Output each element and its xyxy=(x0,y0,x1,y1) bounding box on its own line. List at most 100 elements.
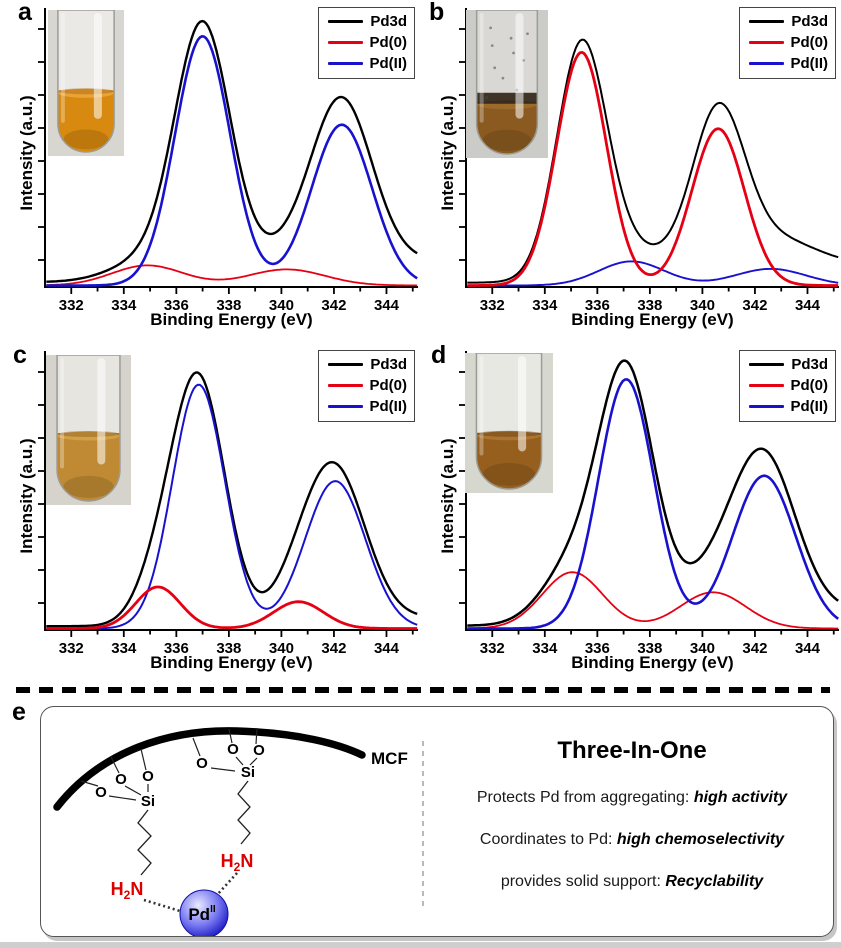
x-tick-label: 334 xyxy=(111,640,137,657)
legend-item: Pd(II) xyxy=(748,53,828,74)
legend-line-swatch xyxy=(748,41,784,44)
x-tick-label: 344 xyxy=(374,640,400,657)
xps-panel-a: 332 334 336 338 340 342 344 a Intensity (a.u.)… xyxy=(0,0,420,343)
oxygen-atom: O xyxy=(253,742,265,759)
scheme-text-block: Three-In-One Protects Pd from aggregatin… xyxy=(443,737,821,891)
x-tick-label: 338 xyxy=(637,297,662,314)
legend-line-swatch xyxy=(327,62,363,65)
x-tick-label: 338 xyxy=(637,640,662,657)
sample-photo-inset xyxy=(465,353,553,493)
x-tick-label: 336 xyxy=(164,297,189,314)
x-tick-label: 342 xyxy=(321,297,346,314)
axes: 332 334 336 338 340 342 344 xyxy=(38,351,418,657)
silicon-atom: Si xyxy=(141,793,155,810)
curve-Pd(0) xyxy=(46,264,418,287)
x-tick-label: 338 xyxy=(216,640,241,657)
oxygen-atom: O xyxy=(142,768,154,785)
sample-photo-inset xyxy=(46,355,131,505)
curve-Pd(II) xyxy=(46,383,418,630)
curve-Pd(II) xyxy=(467,378,839,630)
curve-Pd3d xyxy=(46,371,418,628)
amine-group-label: H2N xyxy=(111,879,144,902)
legend-item: Pd(0) xyxy=(748,32,828,53)
x-tick-label: 340 xyxy=(690,640,715,657)
legend-item: Pd3d xyxy=(328,354,407,375)
x-tick-label: 336 xyxy=(585,640,610,657)
propyl-chain xyxy=(137,809,152,876)
legend-item: Pd3d xyxy=(749,354,828,375)
x-axis-label: Binding Energy (eV) xyxy=(571,310,734,329)
y-axis-label: Intensity (a.u.) xyxy=(438,438,457,554)
legend-item: Pd(0) xyxy=(748,375,828,396)
propyl-chain xyxy=(237,780,251,845)
y-axis-label: Intensity (a.u.) xyxy=(438,95,457,211)
legend-item: Pd(II) xyxy=(327,396,407,417)
panel-label: e xyxy=(12,698,26,726)
x-tick-label: 334 xyxy=(532,297,558,314)
xps-panel-d: 332 334 336 338 340 342 344 d Intensity (a.u.)… xyxy=(421,341,841,686)
legend-item: Pd(0) xyxy=(327,32,407,53)
x-tick-label: 338 xyxy=(216,297,241,314)
scheme-panel: MCF O O O O O O Si Si H2N H2N PdII Three-In-One Pro… xyxy=(40,706,834,937)
curve-Pd(0) xyxy=(467,571,839,630)
panel-label: a xyxy=(18,0,32,26)
x-tick-label: 342 xyxy=(742,640,767,657)
spectrum-plot-c: 332 334 336 338 340 342 344 xyxy=(38,351,418,657)
legend-line-swatch xyxy=(748,384,784,387)
spectrum-plot-a: 332 334 336 338 340 342 344 xyxy=(38,8,418,314)
legend-box: Pd3d Pd(0) Pd(II) xyxy=(738,7,836,79)
legend-item: Pd(0) xyxy=(327,375,407,396)
figure-bottom-shadow xyxy=(0,942,841,948)
legend-line-swatch xyxy=(328,363,364,366)
x-axis-label: Binding Energy (eV) xyxy=(150,310,313,329)
oxygen-atom: O xyxy=(227,741,239,758)
y-axis-label: Intensity (a.u.) xyxy=(17,438,36,554)
legend-box: Pd3d Pd(0) Pd(II) xyxy=(317,350,415,422)
xps-panel-c: 332 334 336 338 340 342 344 c Intensity (a.u.)… xyxy=(0,341,420,686)
curve-Pd3d xyxy=(467,38,839,284)
x-tick-label: 336 xyxy=(164,640,189,657)
legend-line-swatch xyxy=(328,20,364,23)
legend-box: Pd3d Pd(0) Pd(II) xyxy=(738,350,836,422)
x-tick-label: 340 xyxy=(269,640,294,657)
x-tick-label: 336 xyxy=(585,297,610,314)
pd-label: PdII xyxy=(188,904,216,924)
legend-box: Pd3d Pd(0) Pd(II) xyxy=(317,7,415,79)
legend-item: Pd(II) xyxy=(327,53,407,74)
xps-panel-b: 332 334 336 338 340 342 344 b Intensity (a.u.)… xyxy=(421,0,841,343)
x-axis-label: Binding Energy (eV) xyxy=(150,653,313,672)
x-tick-label: 342 xyxy=(321,640,346,657)
legend-line-swatch xyxy=(749,363,785,366)
legend-line-swatch xyxy=(327,41,363,44)
legend-item: Pd3d xyxy=(749,11,828,32)
curve-Pd(II) xyxy=(46,35,418,287)
scheme-title: Three-In-One xyxy=(557,737,707,764)
sample-photo-inset xyxy=(48,10,124,156)
legend-line-swatch xyxy=(749,20,785,23)
scheme-line: provides solid support: Recyclability xyxy=(500,873,764,890)
curve-Pd3d xyxy=(467,359,839,627)
dashed-separator xyxy=(16,687,830,693)
scheme-line: Protects Pd from aggregating: high activ… xyxy=(476,789,788,806)
oxygen-atom: O xyxy=(95,784,107,801)
coordination-bond xyxy=(143,898,181,913)
sample-photo-inset xyxy=(466,10,548,158)
x-tick-label: 344 xyxy=(374,297,400,314)
x-tick-label: 332 xyxy=(480,640,505,657)
pd-sphere xyxy=(179,889,229,936)
legend-line-swatch xyxy=(748,62,784,65)
x-tick-label: 342 xyxy=(742,297,767,314)
x-tick-label: 344 xyxy=(795,640,821,657)
scheme-line: Coordinates to Pd: high chemoselectivity xyxy=(479,831,785,848)
x-tick-label: 332 xyxy=(59,297,84,314)
panel-label: d xyxy=(431,341,447,369)
legend-line-swatch xyxy=(327,405,363,408)
silicon-atom: Si xyxy=(241,764,255,781)
x-tick-label: 334 xyxy=(111,297,137,314)
panel-label: c xyxy=(13,341,27,369)
amine-group-label: H2N xyxy=(221,851,254,874)
x-tick-label: 340 xyxy=(269,297,294,314)
panel-label: b xyxy=(429,0,445,26)
